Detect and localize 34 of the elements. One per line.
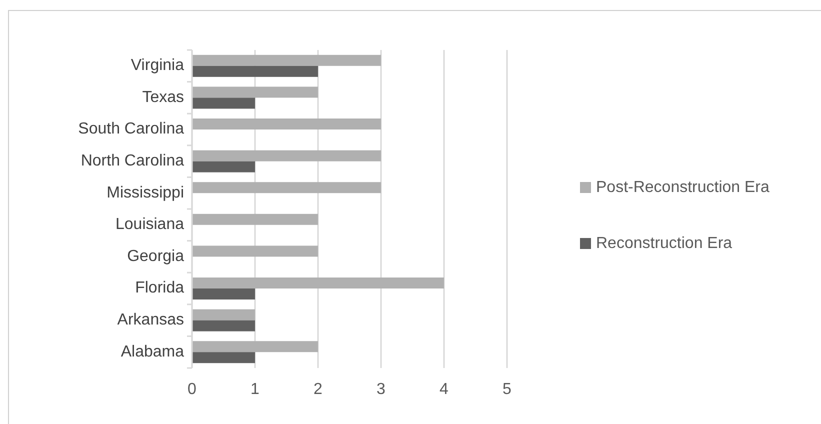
y-tick-label: Louisiana <box>116 216 184 234</box>
y-tick-label: Alabama <box>120 343 184 360</box>
y-tick-label: South Carolina <box>78 120 184 138</box>
bar <box>192 161 255 172</box>
bar <box>192 278 444 288</box>
y-tick-label: Arkansas <box>117 312 184 329</box>
y-tick-label: Mississippi <box>106 184 184 202</box>
y-tick-label: Georgia <box>127 248 184 265</box>
bar <box>192 309 255 320</box>
bar <box>192 98 255 109</box>
bar <box>192 352 255 364</box>
bar <box>192 246 318 257</box>
bar <box>192 182 381 194</box>
y-tick-label: Texas <box>142 88 184 106</box>
x-tick-label: 4 <box>440 381 449 398</box>
bar <box>192 214 318 225</box>
legend-label: Reconstruction Era <box>596 235 732 252</box>
x-tick-label: 0 <box>188 381 197 398</box>
bar <box>192 341 318 352</box>
bar <box>192 54 381 66</box>
x-tick-label: 5 <box>502 381 512 398</box>
bar <box>192 288 255 300</box>
bar <box>192 320 255 332</box>
legend-label: Post-Reconstruction Era <box>596 179 770 196</box>
y-tick-label: Virginia <box>130 57 184 74</box>
x-tick-label: 3 <box>376 381 386 398</box>
x-tick-label: 2 <box>314 381 323 398</box>
bar <box>192 150 381 162</box>
x-tick-label: 1 <box>250 381 260 398</box>
y-tick-label: North Carolina <box>80 152 184 170</box>
bar <box>192 86 318 98</box>
bar <box>192 118 381 130</box>
bar <box>192 66 318 77</box>
y-tick-label: Florida <box>135 280 184 297</box>
